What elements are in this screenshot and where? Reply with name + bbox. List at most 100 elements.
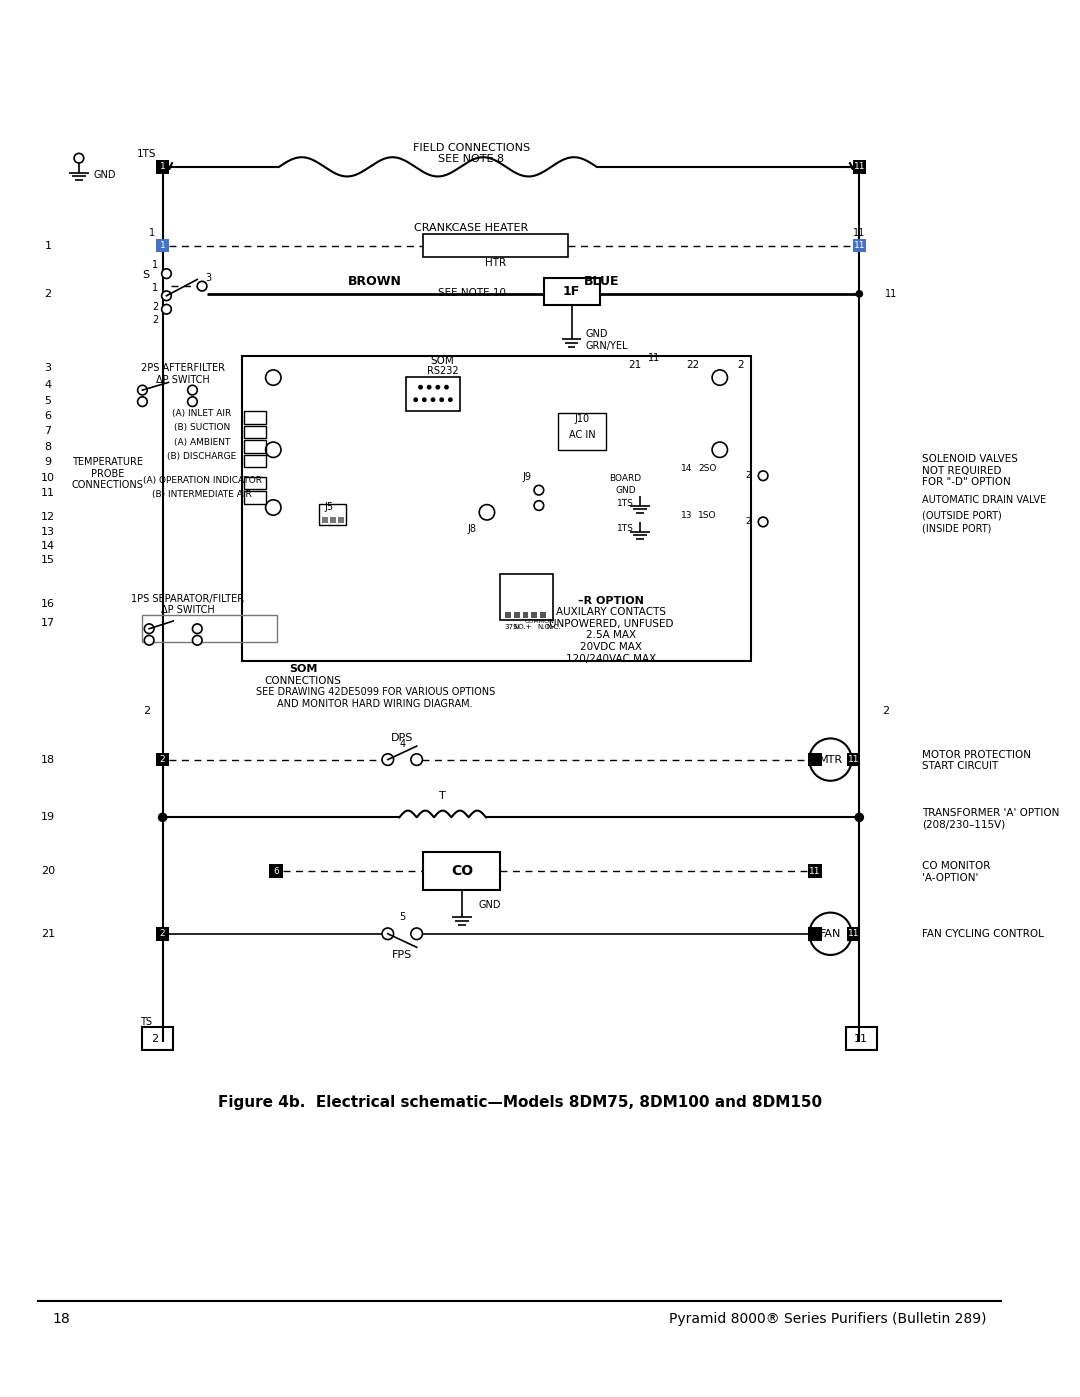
Text: 120/240VAC MAX: 120/240VAC MAX: [566, 654, 657, 664]
Text: START CIRCUIT: START CIRCUIT: [922, 761, 998, 771]
Text: 13: 13: [681, 511, 692, 520]
Text: FOR "-D" OPTION: FOR "-D" OPTION: [922, 478, 1011, 488]
Text: 11: 11: [809, 866, 821, 876]
Text: CONNECTIONS: CONNECTIONS: [265, 676, 341, 686]
Circle shape: [448, 397, 453, 402]
Text: 21: 21: [629, 360, 642, 370]
Circle shape: [162, 268, 172, 278]
Bar: [338, 517, 343, 522]
Circle shape: [414, 397, 418, 402]
Text: (A) INLET AIR: (A) INLET AIR: [173, 409, 232, 418]
Circle shape: [854, 813, 864, 823]
Bar: [847, 753, 861, 767]
Text: 2SO: 2SO: [698, 464, 716, 474]
Text: 19: 19: [41, 812, 55, 823]
Circle shape: [162, 305, 172, 314]
Text: S: S: [143, 270, 150, 279]
Circle shape: [137, 397, 147, 407]
Text: FPS: FPS: [392, 950, 413, 960]
Text: NO.+: NO.+: [513, 624, 531, 630]
Text: 11: 11: [848, 929, 860, 939]
Bar: [322, 517, 328, 522]
Text: Pyramid 8000® Series Purifiers (Bulletin 289): Pyramid 8000® Series Purifiers (Bulletin…: [669, 1312, 986, 1326]
Text: 14: 14: [41, 541, 55, 550]
Text: BLUE: BLUE: [583, 275, 619, 288]
Text: 2: 2: [151, 1034, 159, 1044]
Circle shape: [75, 154, 84, 163]
Text: 8: 8: [44, 441, 52, 451]
Text: SEE NOTE 8: SEE NOTE 8: [438, 154, 504, 163]
Text: 11: 11: [648, 353, 661, 363]
Text: 5: 5: [400, 912, 405, 922]
Text: 17: 17: [41, 617, 55, 629]
Circle shape: [192, 636, 202, 645]
Text: 37S: 37S: [504, 624, 517, 630]
Circle shape: [266, 500, 281, 515]
Text: –R OPTION: –R OPTION: [578, 597, 644, 606]
Bar: [330, 517, 336, 522]
Text: 13: 13: [41, 527, 55, 536]
Text: RS232: RS232: [427, 366, 459, 376]
Bar: [423, 852, 500, 890]
Bar: [143, 615, 278, 643]
Bar: [531, 612, 537, 617]
Circle shape: [435, 384, 441, 390]
Circle shape: [145, 624, 154, 634]
Text: SOLENOID VALVES: SOLENOID VALVES: [922, 454, 1017, 464]
Bar: [156, 239, 170, 253]
Bar: [505, 612, 511, 617]
Text: 11: 11: [41, 488, 55, 499]
Text: 11: 11: [886, 289, 897, 299]
Bar: [244, 426, 266, 439]
Text: 16: 16: [41, 599, 55, 609]
Text: GND: GND: [93, 169, 116, 180]
Text: 6: 6: [44, 411, 52, 420]
Circle shape: [480, 504, 495, 520]
Text: 11: 11: [853, 162, 865, 172]
Text: N.O.-: N.O.-: [537, 624, 554, 630]
Text: DPS: DPS: [391, 733, 414, 743]
Text: 1TS: 1TS: [136, 149, 156, 159]
Text: SOM: SOM: [289, 664, 318, 675]
Circle shape: [382, 754, 393, 766]
Bar: [852, 161, 866, 173]
Text: 6: 6: [273, 866, 279, 876]
Text: 3: 3: [205, 274, 211, 284]
Text: CRANKCASE HEATER: CRANKCASE HEATER: [415, 224, 528, 233]
Text: 11: 11: [853, 228, 865, 239]
Bar: [808, 865, 822, 877]
Bar: [540, 612, 545, 617]
Text: 7: 7: [44, 426, 52, 436]
Text: (INSIDE PORT): (INSIDE PORT): [922, 524, 991, 534]
Circle shape: [809, 912, 852, 956]
Text: (A) OPERATION INDICATOR: (A) OPERATION INDICATOR: [143, 476, 261, 485]
Circle shape: [266, 370, 281, 386]
Text: (OUTSIDE PORT): (OUTSIDE PORT): [922, 510, 1001, 520]
Text: 1: 1: [152, 284, 158, 293]
Text: 1TS: 1TS: [617, 499, 634, 509]
Circle shape: [535, 500, 543, 510]
Text: 2: 2: [746, 471, 752, 481]
Text: 4: 4: [44, 380, 52, 390]
Bar: [244, 492, 266, 504]
Text: Figure 4b.  Electrical schematic—Models 8DM75, 8DM100 and 8DM150: Figure 4b. Electrical schematic—Models 8…: [217, 1095, 822, 1109]
Circle shape: [422, 397, 427, 402]
Text: J5: J5: [324, 503, 334, 513]
Text: 14: 14: [681, 464, 692, 474]
Text: 'A-OPTION': 'A-OPTION': [922, 873, 978, 883]
Circle shape: [382, 928, 393, 940]
Text: CO: CO: [450, 865, 473, 879]
Bar: [808, 753, 822, 767]
Bar: [269, 865, 283, 877]
Text: 9: 9: [44, 457, 52, 467]
Circle shape: [440, 397, 444, 402]
Bar: [808, 928, 822, 940]
Text: 10: 10: [41, 472, 55, 482]
Text: 2: 2: [160, 756, 165, 764]
Circle shape: [444, 384, 449, 390]
Text: CO MONITOR: CO MONITOR: [922, 862, 990, 872]
Bar: [852, 239, 866, 253]
Text: AUXILARY CONTACTS: AUXILARY CONTACTS: [556, 608, 666, 617]
Text: J9: J9: [523, 472, 531, 482]
Text: 11: 11: [854, 1034, 868, 1044]
